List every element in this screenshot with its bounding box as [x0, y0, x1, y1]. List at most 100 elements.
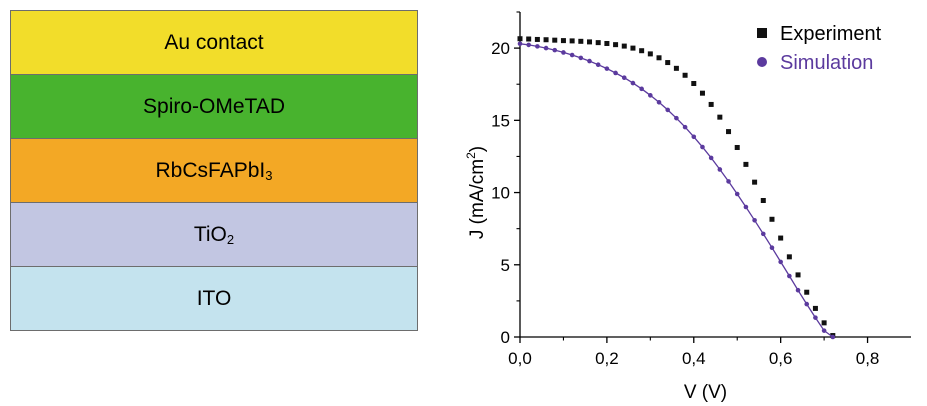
experiment-point	[526, 36, 532, 42]
x-tick-label: 0,8	[856, 349, 880, 368]
experiment-point	[717, 114, 723, 120]
simulation-point	[569, 52, 575, 58]
x-tick-label: 0,2	[595, 349, 619, 368]
simulation-point	[674, 115, 679, 121]
device-layer-stack: Au contact Spiro-OMeTAD RbCsFAPbI 3 TiO 2 ITO	[10, 10, 418, 331]
y-axis-label: J (mA/cm2)	[464, 146, 488, 239]
experiment-point	[630, 45, 636, 51]
experiment-point	[812, 305, 818, 311]
experiment-point	[795, 272, 801, 278]
y-axis-label-superscript: 2	[464, 152, 478, 159]
simulation-point	[535, 44, 540, 49]
simulation-point	[613, 70, 618, 76]
simulation-point	[691, 134, 697, 140]
layer-label: ITO	[196, 286, 232, 310]
experiment-point	[595, 40, 601, 46]
y-tick-label: 0	[501, 328, 510, 347]
simulation-point	[682, 124, 688, 130]
experiment-point	[639, 48, 645, 54]
simulation-point	[734, 191, 740, 197]
experiment-point	[552, 37, 558, 43]
x-tick-label: 0,4	[682, 349, 706, 368]
legend-label: Simulation	[780, 52, 873, 74]
simulation-point	[708, 155, 714, 161]
experiment-point	[647, 51, 653, 57]
experiment-point	[517, 36, 523, 42]
simulation-point	[578, 55, 584, 61]
simulation-point	[726, 179, 731, 184]
series-experiment	[517, 36, 836, 339]
simulation-point	[787, 273, 792, 279]
simulation-point	[630, 80, 636, 86]
experiment-point	[769, 216, 775, 222]
simulation-point	[778, 259, 783, 265]
experiment-point	[682, 72, 688, 78]
simulation-point	[821, 328, 827, 333]
legend: Experiment Simulation	[757, 23, 882, 74]
x-tick-label: 0,0	[508, 349, 532, 368]
simulation-point	[813, 315, 818, 320]
simulation-point	[665, 107, 671, 113]
experiment-point	[673, 65, 679, 71]
series-simulation	[517, 41, 836, 340]
legend-square-marker	[757, 28, 767, 38]
simulation-point	[639, 86, 644, 92]
simulation-point	[656, 99, 662, 105]
x-tick-label: 0,6	[769, 349, 793, 368]
experiment-point	[604, 40, 610, 46]
layer-label: Spiro-OMeTAD	[143, 94, 285, 118]
simulation-point	[561, 50, 566, 55]
legend-label: Experiment	[780, 23, 882, 45]
simulation-point	[648, 93, 653, 98]
layer-label: RbCsFAPbI	[155, 158, 266, 182]
device-layer: ITO	[10, 266, 418, 331]
simulation-point	[760, 231, 766, 237]
x-axis-label: V (V)	[684, 382, 727, 403]
experiment-point	[752, 179, 758, 185]
experiment-point	[587, 39, 593, 45]
simulation-point	[604, 66, 610, 71]
experiment-point	[760, 198, 766, 203]
experiment-point	[743, 161, 749, 167]
experiment-point	[569, 38, 575, 44]
experiment-point	[691, 81, 697, 86]
experiment-point	[665, 60, 671, 66]
device-layer: Au contact	[10, 10, 418, 75]
experiment-point	[734, 144, 740, 150]
device-layer: TiO 2	[10, 202, 418, 267]
y-axis-label-close: )	[467, 146, 488, 152]
experiment-point	[708, 101, 714, 107]
simulation-point	[804, 301, 810, 307]
y-tick-label: 20	[491, 39, 510, 58]
simulation-point	[795, 287, 801, 293]
simulation-point	[526, 42, 531, 48]
simulation-point	[743, 204, 749, 210]
y-tick-label: 15	[491, 111, 510, 130]
experiment-point	[804, 289, 810, 295]
experiment-point	[613, 42, 619, 48]
layer-label-subscript: 2	[226, 232, 235, 247]
experiment-point	[656, 55, 662, 61]
device-layer: RbCsFAPbI 3	[10, 138, 418, 203]
simulation-point	[595, 62, 601, 68]
simulation-point	[717, 167, 723, 172]
experiment-point	[786, 254, 792, 260]
experiment-point	[621, 43, 627, 49]
y-axis-label-text: J (mA/cm	[467, 159, 488, 239]
experiment-point	[778, 235, 784, 241]
experiment-point	[543, 37, 549, 43]
simulation-point	[587, 58, 592, 64]
experiment-point	[534, 36, 540, 42]
simulation-point	[700, 144, 705, 150]
simulation-point	[621, 75, 627, 81]
y-tick-label: 5	[501, 256, 510, 275]
simulation-point	[769, 245, 775, 251]
legend-circle-marker	[757, 57, 767, 67]
layer-label-subscript: 3	[265, 168, 273, 183]
experiment-point	[821, 320, 827, 326]
layer-label: Au contact	[164, 30, 264, 54]
y-tick-label: 10	[491, 184, 510, 203]
simulation-point	[543, 45, 549, 51]
experiment-point	[726, 129, 732, 135]
